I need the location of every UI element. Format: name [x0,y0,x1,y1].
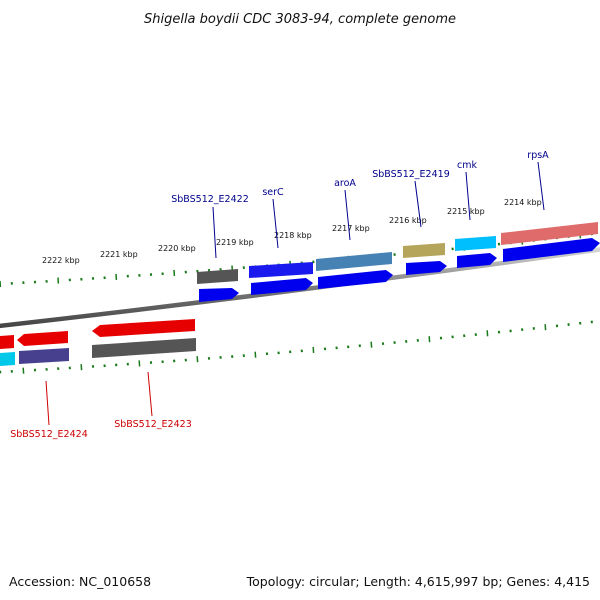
ruler-label: 2216 kbp [389,216,427,225]
gene-feature[interactable] [92,338,196,358]
gene-label[interactable]: SbBS512_E2424 [10,429,88,440]
lower-kbp-ruler [0,320,593,374]
label-leader-line [465,171,471,221]
label-leader-line [344,189,351,241]
gene-arrow[interactable] [251,278,313,295]
gene-arrow[interactable] [503,238,600,262]
ruler-label: 2217 kbp [332,224,370,233]
ruler-label: 2215 kbp [447,207,485,216]
ruler-label: 2214 kbp [504,198,542,207]
gene-arrow[interactable] [318,270,393,289]
map-title: Shigella boydii CDC 3083-94, complete ge… [144,12,456,27]
gene-feature[interactable] [249,262,313,278]
accession-text: Accession: NC_010658 [9,574,151,589]
gene-feature[interactable] [316,252,392,271]
gene-arrow[interactable] [406,261,447,275]
label-leader-line [212,206,217,259]
label-leader-line [45,380,50,426]
ruler-labels: 2222 kbp 2221 kbp 2220 kbp 2219 kbp 2218… [42,198,542,265]
gene-arrow[interactable] [0,335,14,349]
ruler-label: 2218 kbp [274,231,312,240]
upper-feature-row-2 [199,238,600,302]
gene-arrow[interactable] [199,288,239,302]
label-leader-line [147,371,153,417]
gene-feature[interactable] [403,243,445,258]
gene-arrow[interactable] [457,253,497,268]
gene-label[interactable]: aroA [334,178,356,189]
gene-label[interactable]: SbBS512_E2419 [372,169,450,180]
gene-feature[interactable] [0,352,15,366]
gene-feature[interactable] [197,269,238,284]
ruler-label: 2221 kbp [100,250,138,259]
label-leader-line [272,198,279,249]
gene-label[interactable]: rpsA [527,150,549,161]
label-leader-line [537,161,545,211]
upper-feature-row-1 [197,222,598,284]
gene-feature[interactable] [455,236,496,251]
bottom-gene-labels: SbBS512_E2424 SbBS512_E2423 [10,371,192,440]
top-gene-labels: SbBS512_E2422 serC aroA SbBS512_E2419 cm… [171,150,549,259]
gene-label[interactable]: SbBS512_E2422 [171,194,249,205]
gene-label[interactable]: serC [262,187,284,198]
lower-feature-row-1 [0,319,195,349]
gene-feature[interactable] [19,348,69,364]
label-leader-line [414,180,422,228]
ruler-label: 2222 kbp [42,256,80,265]
gene-arrow[interactable] [17,331,68,346]
gene-feature[interactable] [501,222,598,245]
ruler-label: 2219 kbp [216,238,254,247]
gene-label[interactable]: cmk [457,160,477,171]
gene-arrow[interactable] [92,319,195,337]
genome-summary-text: Topology: circular; Length: 4,615,997 bp… [246,574,590,589]
lower-feature-row-2 [0,338,196,366]
ruler-label: 2220 kbp [158,244,196,253]
gene-label[interactable]: SbBS512_E2423 [114,419,192,430]
